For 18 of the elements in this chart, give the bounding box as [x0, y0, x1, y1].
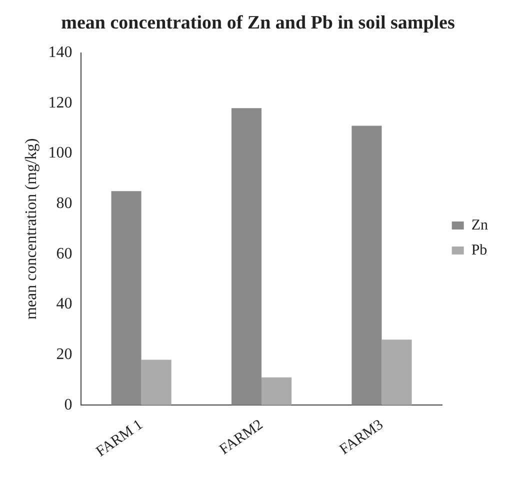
y-tick-label: 120: [48, 94, 72, 112]
y-tick-label: 140: [48, 44, 72, 62]
y-tick-label: 40: [56, 296, 72, 313]
y-axis-title: mean concentration (mg/kg): [22, 138, 40, 320]
bar: [141, 360, 172, 406]
bar: [231, 108, 262, 406]
y-tick-label: 100: [48, 144, 72, 162]
bar: [382, 340, 412, 406]
legend-label: Zn: [471, 217, 488, 234]
chart-title: mean concentration of Zn and Pb in soil samples: [61, 12, 455, 34]
y-tick-label: 20: [56, 346, 72, 363]
y-tick-label: 0: [64, 396, 72, 414]
y-tick-label: 80: [56, 194, 72, 212]
y-tick-label: 60: [56, 245, 72, 262]
bar: [262, 377, 292, 406]
bar: [352, 126, 382, 406]
bar: [111, 191, 142, 406]
legend-label: Pb: [471, 242, 488, 258]
